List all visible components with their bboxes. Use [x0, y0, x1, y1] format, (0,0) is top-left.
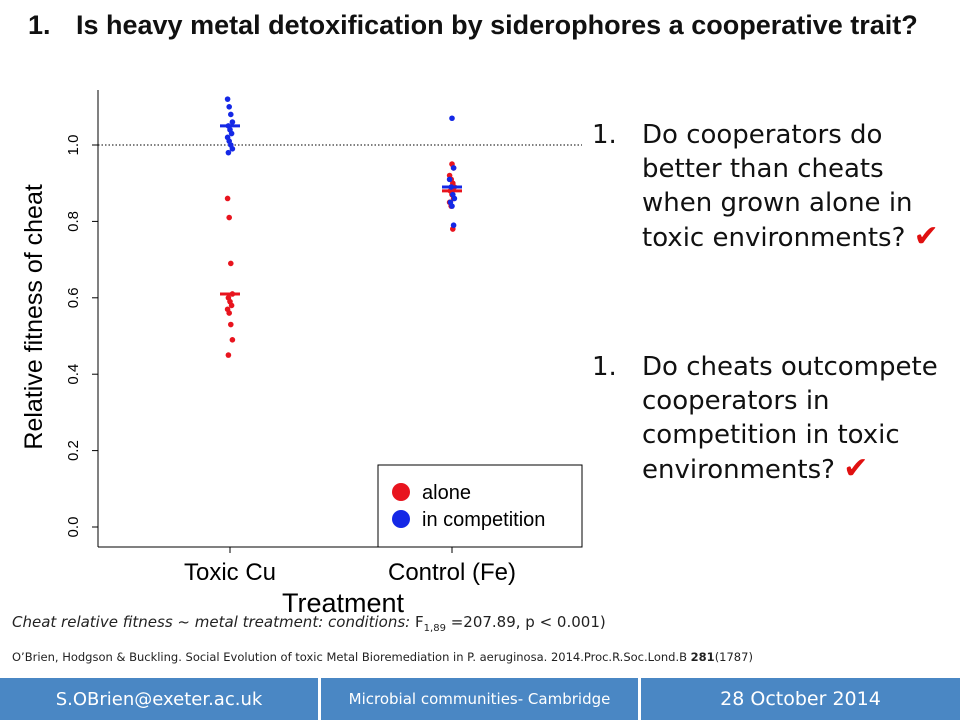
- question-1-text: Do cooperators do better than cheats whe…: [642, 120, 913, 253]
- y-tick-label: 0.6: [65, 287, 82, 308]
- data-point-in-competition: [451, 195, 458, 202]
- data-point-in-competition: [229, 119, 236, 125]
- data-point-alone: [226, 310, 232, 316]
- x-tick-label: Control (Fe): [388, 559, 516, 586]
- legend-marker: [392, 510, 410, 528]
- reference-volume: 281: [690, 650, 715, 664]
- question-2-number: 1.: [592, 352, 617, 382]
- reference-text: O’Brien, Hodgson & Buckling. Social Evol…: [12, 650, 691, 664]
- stats-f-value: =207.89, p < 0.001): [450, 613, 606, 631]
- footer-divider: [318, 678, 321, 720]
- x-axis-title: Treatment: [282, 588, 405, 618]
- data-point-in-competition: [228, 111, 234, 118]
- data-point-in-competition: [224, 96, 231, 102]
- data-point-alone: [224, 195, 231, 202]
- y-tick-label: 0.4: [65, 364, 82, 385]
- footer-event: Microbial communities- Cambridge: [348, 690, 611, 708]
- data-point-in-competition: [449, 203, 455, 209]
- y-tick-label: 0.2: [65, 440, 82, 461]
- data-point-alone: [228, 260, 234, 267]
- stats-italic: Cheat relative fitness ~ metal treatment…: [12, 613, 411, 631]
- footer-date: 28 October 2014: [720, 688, 881, 710]
- data-point-in-competition: [449, 115, 455, 122]
- checkmark-icon: ✔: [843, 451, 869, 486]
- question-1-number: 1.: [592, 120, 617, 150]
- y-axis-title: Relative fitness of cheat: [20, 184, 48, 449]
- y-tick-label: 1.0: [65, 135, 82, 156]
- legend-box: [377, 464, 583, 548]
- question-2-text: Do cheats outcompete cooperators in comp…: [642, 352, 938, 485]
- legend-label: alone: [422, 482, 471, 504]
- data-point-alone: [228, 321, 234, 328]
- data-point-in-competition: [446, 176, 453, 183]
- data-point-alone: [228, 302, 235, 309]
- data-point-in-competition: [450, 222, 457, 229]
- statistics-line: Cheat relative fitness ~ metal treatment…: [12, 613, 606, 634]
- stats-f: F: [415, 613, 424, 631]
- footer-email[interactable]: S.OBrien@exeter.ac.uk: [55, 688, 263, 710]
- relative-fitness-chart: 0.0 0.2 0.4 0.6 0.8 1.0 Toxic Cu Control (Fe)Tr…: [20, 90, 583, 618]
- y-tick-label: 0.0: [65, 517, 82, 538]
- title-text: Is heavy metal detoxification by siderop…: [76, 10, 918, 40]
- reference-issue: (1787): [714, 650, 753, 664]
- stats-f-sub: 1,89: [423, 623, 446, 634]
- data-point-in-competition: [225, 149, 232, 156]
- data-point-in-competition: [226, 104, 232, 110]
- footer-bar: S.OBrien@exeter.ac.uk Microbial communit…: [0, 678, 960, 720]
- data-point-in-competition: [450, 165, 457, 171]
- x-tick-label: Toxic Cu: [184, 559, 276, 586]
- data-point-in-competition: [228, 130, 235, 137]
- y-tick-label: 0.8: [65, 211, 82, 232]
- legend-label: in competition: [422, 509, 545, 531]
- data-point-in-competition: [229, 146, 236, 152]
- data-point-alone: [229, 337, 236, 343]
- data-point-alone: [226, 214, 232, 221]
- title-number: 1.: [28, 10, 51, 40]
- reference-line: O’Brien, Hodgson & Buckling. Social Evol…: [12, 650, 753, 664]
- footer-divider: [638, 678, 641, 720]
- legend-marker: [392, 483, 410, 501]
- data-point-alone: [225, 352, 232, 358]
- checkmark-icon: ✔: [913, 219, 939, 254]
